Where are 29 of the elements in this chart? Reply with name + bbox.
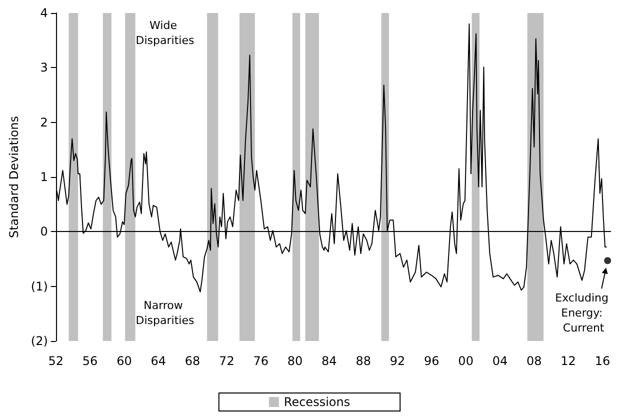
x-tick-label: 60 bbox=[116, 354, 132, 368]
annotation: Wide Disparities bbox=[136, 19, 194, 47]
y-axis-title: Standard Deviations bbox=[7, 116, 21, 238]
x-tick-label: 96 bbox=[424, 354, 440, 368]
y-tick-label: 3 bbox=[40, 60, 48, 75]
x-tick-label: 84 bbox=[322, 354, 337, 368]
y-tick-label: 2 bbox=[40, 115, 48, 130]
legend-label: Recessions bbox=[284, 395, 350, 409]
y-tick-label: 4 bbox=[40, 6, 48, 20]
x-tick-label: 80 bbox=[287, 354, 303, 368]
x-tick-label: 92 bbox=[390, 354, 406, 368]
x-tick-label: 56 bbox=[82, 354, 98, 368]
x-tick-label: 76 bbox=[253, 354, 268, 368]
y-tick-label: (2) bbox=[30, 334, 48, 348]
annotation: Narrow Disparities bbox=[136, 299, 194, 327]
y-tick-label: (1) bbox=[30, 279, 48, 294]
y-tick-label: 0 bbox=[40, 224, 48, 239]
x-tick-label: 00 bbox=[458, 354, 474, 368]
x-tick-label: 88 bbox=[356, 354, 371, 368]
x-tick-label: 04 bbox=[492, 354, 508, 368]
x-tick-label: 72 bbox=[219, 354, 234, 368]
x-tick-label: 16 bbox=[594, 354, 610, 368]
y-tick-label: 1 bbox=[40, 170, 48, 184]
annotation: Excluding Energy: Current bbox=[555, 292, 612, 335]
x-tick-label: 08 bbox=[526, 354, 542, 368]
x-tick-label: 52 bbox=[48, 354, 64, 368]
x-tick-label: 12 bbox=[560, 354, 576, 368]
x-tick-label: 64 bbox=[150, 354, 166, 368]
x-tick-label: 68 bbox=[184, 354, 200, 368]
